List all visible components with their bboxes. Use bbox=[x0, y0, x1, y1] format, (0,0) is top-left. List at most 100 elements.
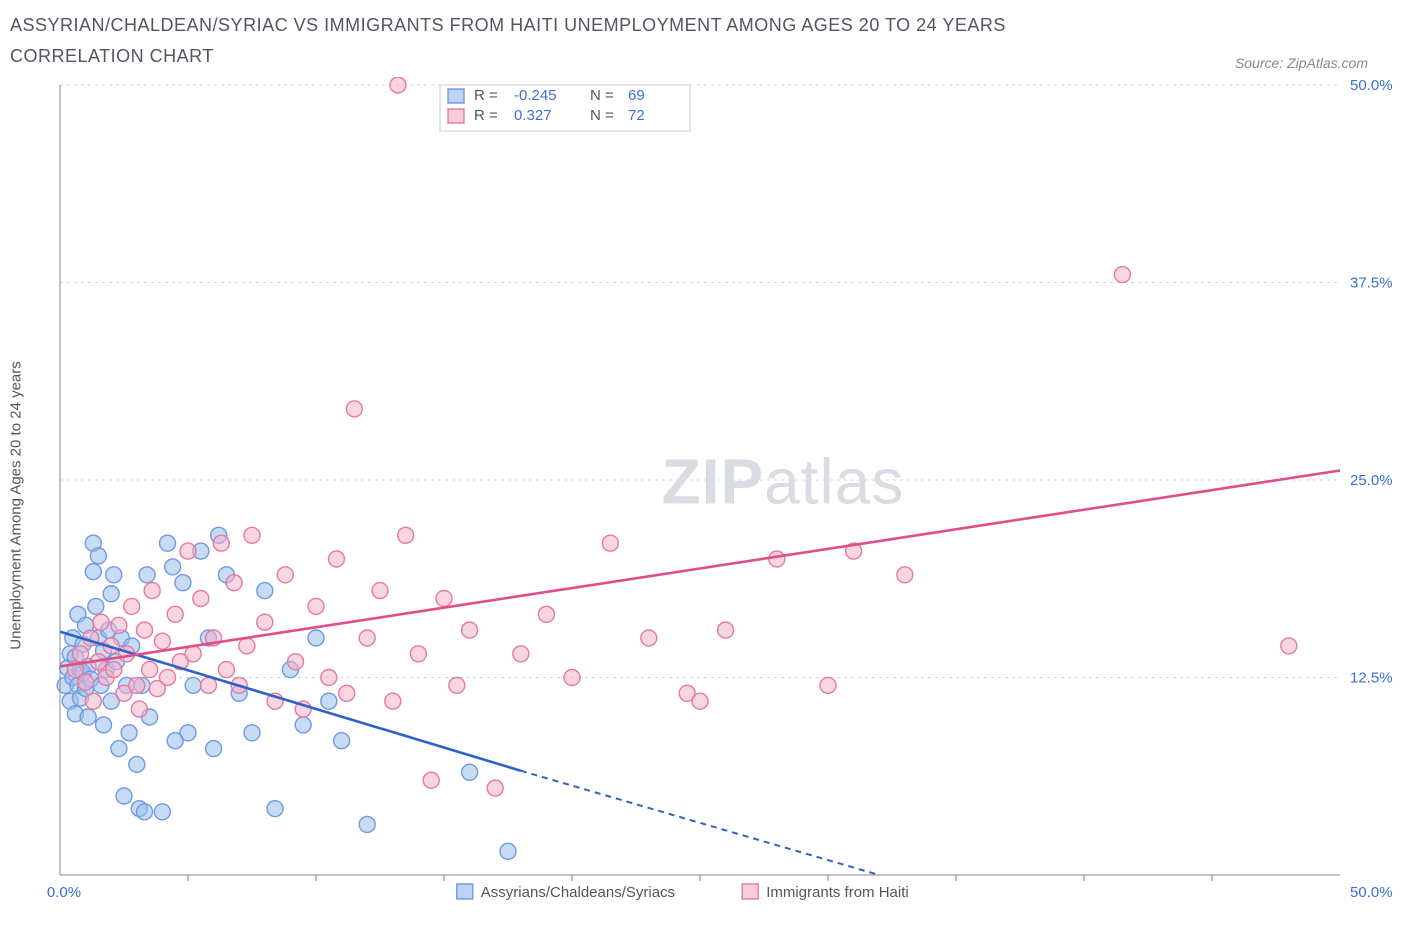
scatter-point bbox=[257, 583, 273, 599]
scatter-point bbox=[1114, 267, 1130, 283]
scatter-point bbox=[487, 780, 503, 796]
scatter-point bbox=[385, 693, 401, 709]
scatter-point bbox=[129, 678, 145, 694]
trend-line bbox=[60, 632, 521, 771]
scatter-point bbox=[372, 583, 388, 599]
scatter-point bbox=[820, 678, 836, 694]
legend-r-value: 0.327 bbox=[514, 107, 552, 124]
source-label: Source: ZipAtlas.com bbox=[1235, 55, 1396, 71]
scatter-point bbox=[462, 622, 478, 638]
scatter-point bbox=[295, 717, 311, 733]
scatter-point bbox=[692, 693, 708, 709]
chart-title: ASSYRIAN/CHALDEAN/SYRIAC VS IMMIGRANTS F… bbox=[10, 10, 1110, 71]
scatter-point bbox=[334, 733, 350, 749]
scatter-point bbox=[410, 646, 426, 662]
scatter-point bbox=[160, 670, 176, 686]
scatter-point bbox=[244, 725, 260, 741]
scatter-point bbox=[390, 77, 406, 93]
scatter-point bbox=[160, 535, 176, 551]
scatter-point bbox=[96, 717, 112, 733]
scatter-chart: 12.5%25.0%37.5%50.0%ZIPatlas0.0%50.0%R =… bbox=[10, 77, 1396, 915]
legend-r-label: R = bbox=[474, 87, 498, 104]
scatter-point bbox=[769, 551, 785, 567]
scatter-point bbox=[136, 804, 152, 820]
scatter-point bbox=[564, 670, 580, 686]
scatter-point bbox=[513, 646, 529, 662]
legend-n-label: N = bbox=[590, 87, 614, 104]
y-tick-label: 37.5% bbox=[1350, 275, 1393, 292]
scatter-point bbox=[277, 567, 293, 583]
scatter-point bbox=[288, 654, 304, 670]
scatter-point bbox=[144, 583, 160, 599]
scatter-point bbox=[193, 591, 209, 607]
legend-n-value: 69 bbox=[628, 87, 645, 104]
scatter-point bbox=[308, 630, 324, 646]
scatter-point bbox=[111, 741, 127, 757]
scatter-point bbox=[124, 599, 140, 615]
scatter-point bbox=[131, 701, 147, 717]
scatter-point bbox=[436, 591, 452, 607]
legend-r-value: -0.245 bbox=[514, 87, 557, 104]
scatter-point bbox=[218, 662, 234, 678]
scatter-point bbox=[180, 725, 196, 741]
scatter-point bbox=[321, 670, 337, 686]
scatter-point bbox=[129, 757, 145, 773]
scatter-point bbox=[239, 638, 255, 654]
scatter-point bbox=[154, 804, 170, 820]
scatter-point bbox=[175, 575, 191, 591]
scatter-point bbox=[602, 535, 618, 551]
legend-swatch bbox=[448, 109, 464, 123]
scatter-point bbox=[308, 599, 324, 615]
scatter-point bbox=[244, 527, 260, 543]
legend-swatch bbox=[742, 884, 758, 899]
scatter-point bbox=[72, 646, 88, 662]
legend-n-label: N = bbox=[590, 107, 614, 124]
trend-line-dashed bbox=[521, 771, 879, 875]
scatter-point bbox=[257, 614, 273, 630]
legend-swatch bbox=[448, 89, 464, 103]
scatter-point bbox=[398, 527, 414, 543]
scatter-point bbox=[111, 618, 127, 634]
y-axis-label: Unemployment Among Ages 20 to 24 years bbox=[8, 361, 25, 650]
scatter-point bbox=[359, 630, 375, 646]
scatter-point bbox=[90, 548, 106, 564]
x-tick-label: 50.0% bbox=[1350, 884, 1393, 901]
scatter-point bbox=[200, 678, 216, 694]
scatter-point bbox=[321, 693, 337, 709]
scatter-point bbox=[121, 725, 137, 741]
scatter-point bbox=[165, 559, 181, 575]
scatter-point bbox=[142, 662, 158, 678]
scatter-point bbox=[78, 674, 94, 690]
watermark: ZIPatlas bbox=[662, 446, 905, 518]
scatter-point bbox=[116, 788, 132, 804]
scatter-point bbox=[167, 606, 183, 622]
scatter-point bbox=[85, 564, 101, 580]
x-tick-label: 0.0% bbox=[47, 884, 81, 901]
scatter-point bbox=[206, 741, 222, 757]
scatter-point bbox=[718, 622, 734, 638]
scatter-point bbox=[500, 843, 516, 859]
scatter-point bbox=[103, 586, 119, 602]
scatter-point bbox=[180, 543, 196, 559]
scatter-point bbox=[139, 567, 155, 583]
scatter-point bbox=[346, 401, 362, 417]
scatter-point bbox=[1281, 638, 1297, 654]
scatter-point bbox=[538, 606, 554, 622]
scatter-point bbox=[106, 567, 122, 583]
scatter-point bbox=[136, 622, 152, 638]
scatter-point bbox=[359, 817, 375, 833]
chart-container: Unemployment Among Ages 20 to 24 years 1… bbox=[10, 77, 1396, 917]
scatter-point bbox=[328, 551, 344, 567]
scatter-point bbox=[93, 614, 109, 630]
scatter-point bbox=[897, 567, 913, 583]
scatter-point bbox=[423, 772, 439, 788]
scatter-point bbox=[80, 709, 96, 725]
scatter-point bbox=[154, 633, 170, 649]
scatter-point bbox=[226, 575, 242, 591]
scatter-point bbox=[85, 693, 101, 709]
header-row: ASSYRIAN/CHALDEAN/SYRIAC VS IMMIGRANTS F… bbox=[10, 10, 1396, 71]
y-tick-label: 25.0% bbox=[1350, 472, 1393, 489]
scatter-point bbox=[267, 801, 283, 817]
scatter-point bbox=[339, 685, 355, 701]
scatter-point bbox=[449, 678, 465, 694]
